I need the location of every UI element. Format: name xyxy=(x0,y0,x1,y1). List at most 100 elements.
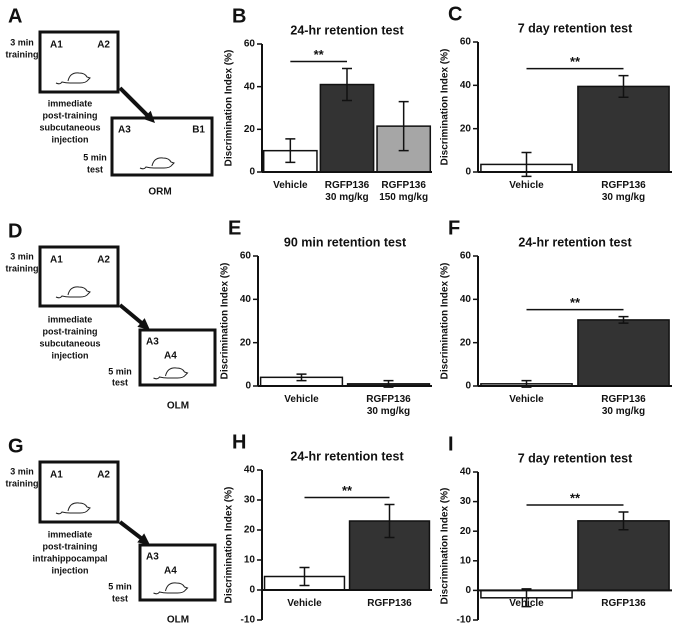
y-axis-label: Discrimination Index (%) xyxy=(224,50,235,167)
x-tick-label: Vehicle xyxy=(509,180,544,191)
arrow xyxy=(118,303,146,327)
arena-box xyxy=(110,116,214,177)
arena-box xyxy=(138,328,217,387)
error-bar xyxy=(618,315,629,324)
mouse-icon xyxy=(153,582,189,595)
y-tick-label: 40 xyxy=(244,81,256,92)
chart-title: 7 day retention test xyxy=(518,451,633,465)
arrow-head xyxy=(137,533,150,545)
arena-box xyxy=(138,543,217,602)
x-tick-label: RGFP136 xyxy=(601,598,646,610)
chart-title: 24-hr retention test xyxy=(290,23,404,37)
mouse-icon xyxy=(139,157,175,170)
x-tick-label: RGFP136 30 mg/kg xyxy=(601,180,646,203)
x-tick-label: RGFP136 xyxy=(367,598,412,609)
y-tick-label: 40 xyxy=(240,294,252,305)
x-tick-label-box: RGFP136 xyxy=(367,598,412,609)
y-tick-label: 60 xyxy=(460,251,472,262)
injection-label: intrahippocampal xyxy=(32,553,107,563)
significance-label: ** xyxy=(570,490,581,505)
error-bar xyxy=(285,138,296,164)
x-tick-label-box: Vehicle xyxy=(287,598,322,609)
injection-label: immediate xyxy=(48,314,93,324)
y-tick-label: 60 xyxy=(244,39,256,50)
chart-title: 7 day retention test xyxy=(518,21,633,35)
arena-box xyxy=(38,30,120,94)
x-tick-label-box: RGFP136 xyxy=(601,598,646,610)
arena-box xyxy=(38,460,120,524)
x-tick-label: Vehicle xyxy=(509,394,544,405)
error-bar xyxy=(342,67,352,102)
error-bar xyxy=(618,511,629,531)
object-label: A1 xyxy=(50,470,63,481)
x-tick-label-box: Vehicle xyxy=(509,394,544,405)
chart-title: 90 min retention test xyxy=(284,235,407,249)
panel-letter: H xyxy=(232,431,246,453)
task-label: OLM xyxy=(167,615,189,626)
y-tick-label: 0 xyxy=(245,381,251,392)
training-label: training xyxy=(6,49,39,59)
mouse-icon xyxy=(153,367,189,380)
y-tick-label: 40 xyxy=(460,294,472,305)
panel-letter: I xyxy=(448,433,454,455)
y-axis-label: Discrimination Index (%) xyxy=(220,263,231,380)
y-tick-label: 60 xyxy=(240,251,252,262)
x-tick-label-box: Vehicle xyxy=(509,180,544,191)
y-tick-label: 0 xyxy=(465,585,471,596)
training-label: 3 min xyxy=(10,37,34,47)
error-bar xyxy=(521,588,532,608)
panel-letter: C xyxy=(448,3,462,25)
y-tick-label: 0 xyxy=(465,381,471,392)
arrow xyxy=(118,86,151,119)
y-axis-label: Discrimination Index (%) xyxy=(440,49,451,166)
x-tick-label: RGFP136 30 mg/kg xyxy=(324,180,370,203)
injection-label: injection xyxy=(51,350,88,360)
y-tick-label: 20 xyxy=(460,337,472,348)
test-label: test xyxy=(112,377,128,387)
x-tick-label-box: RGFP136 30 mg/kg xyxy=(601,394,646,417)
training-label: training xyxy=(6,263,39,273)
y-axis-label: Discrimination Index (%) xyxy=(224,487,235,604)
arena-box xyxy=(38,245,120,308)
y-tick-label: 40 xyxy=(460,80,472,91)
object-label: A3 xyxy=(146,337,159,348)
object-label: A2 xyxy=(97,40,110,51)
y-tick-label: 20 xyxy=(240,337,252,348)
significance-label: ** xyxy=(314,47,325,62)
object-label: A2 xyxy=(97,255,110,266)
chart-title: 24-hr retention test xyxy=(518,235,632,249)
x-tick-label: Vehicle xyxy=(284,394,319,405)
x-tick-label-box: RGFP136 30 mg/kg xyxy=(601,180,646,203)
panel-letter: A xyxy=(8,5,22,27)
injection-label: post-training xyxy=(43,541,98,551)
test-label: 5 min xyxy=(108,366,132,376)
injection-label: subcutaneous xyxy=(39,338,100,348)
arrow xyxy=(118,520,145,542)
training-label: training xyxy=(6,478,39,488)
significance-label: ** xyxy=(570,54,581,69)
object-label: A2 xyxy=(97,470,110,481)
object-label: A1 xyxy=(50,255,63,266)
x-tick-label: Vehicle xyxy=(287,598,322,609)
injection-label: injection xyxy=(51,134,88,144)
x-tick-label-box: Vehicle xyxy=(284,394,319,405)
y-tick-label: 20 xyxy=(244,525,256,536)
injection-label: immediate xyxy=(48,98,93,108)
object-label: A4 xyxy=(164,351,177,362)
y-tick-label: 10 xyxy=(460,555,472,566)
x-tick-label-box: RGFP136 30 mg/kg xyxy=(324,180,370,203)
mouse-icon xyxy=(55,286,91,299)
y-tick-label: 20 xyxy=(460,526,472,537)
y-axis-label: Discrimination Index (%) xyxy=(440,263,451,380)
y-axis-label: Discrimination Index (%) xyxy=(440,488,451,605)
object-label: B1 xyxy=(192,125,205,136)
y-tick-label: 10 xyxy=(244,555,256,566)
y-tick-label: 60 xyxy=(460,37,472,48)
panel-letter: E xyxy=(228,217,241,239)
test-label: 5 min xyxy=(108,581,132,591)
injection-label: post-training xyxy=(43,110,98,120)
x-tick-label: RGFP136 30 mg/kg xyxy=(601,394,646,417)
object-label: A4 xyxy=(164,566,177,577)
x-tick-label: RGFP136 30 mg/kg xyxy=(366,394,411,417)
